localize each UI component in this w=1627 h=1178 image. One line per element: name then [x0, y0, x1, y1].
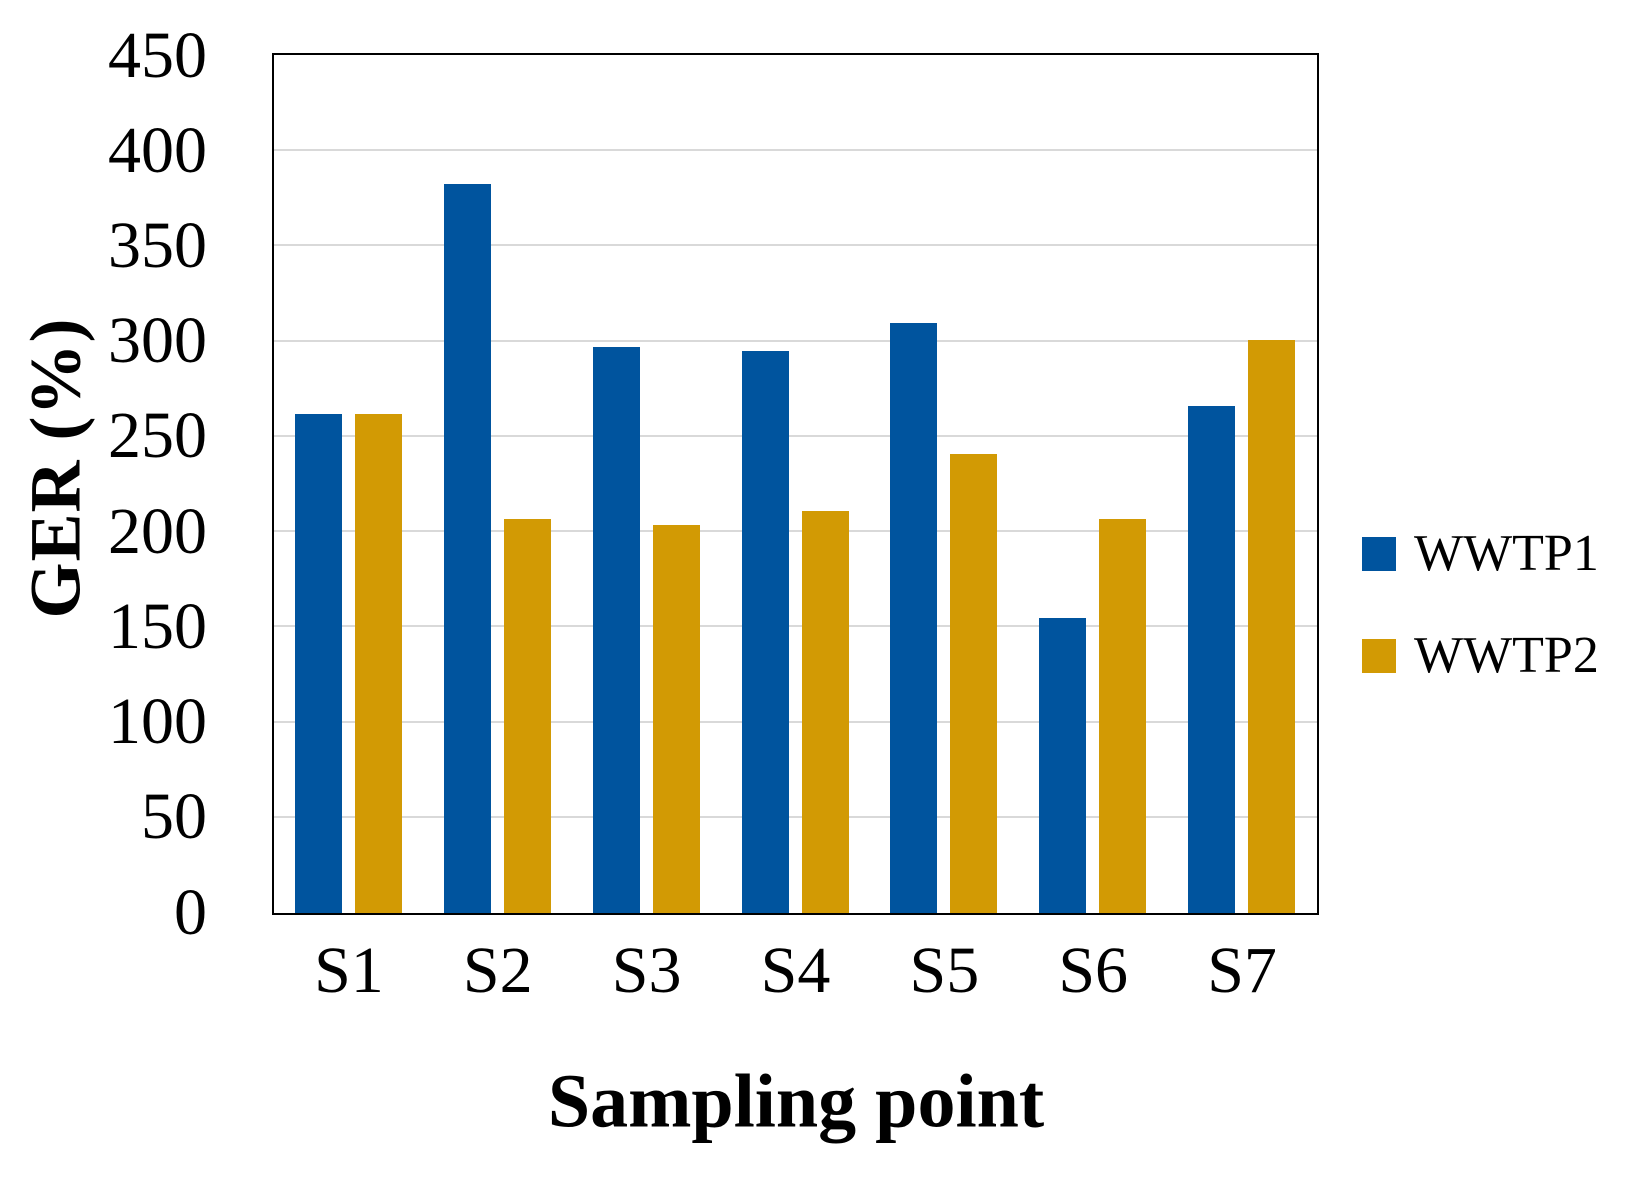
- legend-swatch-wwtp1: [1362, 537, 1396, 571]
- bar-wwtp2-s6: [1099, 518, 1147, 913]
- bar-wwtp1-s5: [890, 322, 938, 913]
- y-tick-label-300: 300: [108, 304, 207, 378]
- legend-swatch-wwtp2: [1362, 639, 1396, 673]
- legend-label-wwtp2: WWTP2: [1414, 627, 1599, 684]
- bar-wwtp2-s7: [1248, 339, 1296, 913]
- bar-wwtp1-s7: [1188, 406, 1236, 913]
- bar-wwtp2-s1: [354, 414, 402, 913]
- legend: WWTP1 WWTP2: [1362, 528, 1599, 732]
- x-tick-label-s2: S2: [462, 934, 533, 1007]
- gridline-y-100: [274, 720, 1317, 723]
- x-axis-title: Sampling point: [547, 1059, 1045, 1144]
- y-tick-label-200: 200: [108, 494, 207, 568]
- gridline-y-400: [274, 149, 1317, 152]
- x-tick-label-s6: S6: [1058, 934, 1129, 1007]
- bar-wwtp1-s6: [1039, 617, 1087, 913]
- bar-wwtp2-s5: [950, 454, 998, 913]
- bar-wwtp1-s1: [294, 414, 342, 913]
- gridline-y-150: [274, 625, 1317, 628]
- y-tick-label-350: 350: [108, 208, 207, 282]
- x-axis-category-labels: S1 S2 S3 S4 S5 S6 S7: [272, 938, 1319, 1018]
- gridline-y-200: [274, 530, 1317, 533]
- gridline-y-50: [274, 815, 1317, 818]
- y-tick-label-450: 450: [108, 18, 207, 92]
- y-tick-label-100: 100: [108, 685, 207, 759]
- bar-wwtp1-s3: [592, 347, 640, 913]
- y-tick-label-50: 50: [141, 780, 207, 854]
- y-tick-label-400: 400: [108, 113, 207, 187]
- legend-entry-wwtp2: WWTP2: [1362, 630, 1599, 682]
- y-tick-label-250: 250: [108, 399, 207, 473]
- gridline-y-250: [274, 434, 1317, 437]
- plot-area: [272, 53, 1319, 915]
- bar-wwtp2-s4: [801, 511, 849, 913]
- y-tick-label-150: 150: [108, 589, 207, 663]
- gridline-y-300: [274, 339, 1317, 342]
- y-axis-tick-labels: 0 50 100 150 200 250 300 350 400 450: [0, 22, 207, 945]
- bar-wwtp2-s2: [503, 518, 551, 913]
- y-tick-label-0: 0: [174, 875, 207, 949]
- x-tick-label-s1: S1: [314, 934, 384, 1007]
- bar-wwtp1-s2: [443, 183, 491, 913]
- bar-wwtp1-s4: [741, 351, 789, 913]
- x-tick-label-s3: S3: [611, 934, 682, 1007]
- legend-entry-wwtp1: WWTP1: [1362, 528, 1599, 580]
- x-tick-label-s7: S7: [1207, 934, 1277, 1007]
- gridline-y-350: [274, 244, 1317, 247]
- legend-label-wwtp1: WWTP1: [1414, 525, 1599, 582]
- x-tick-label-s5: S5: [909, 934, 980, 1007]
- x-tick-label-s4: S4: [760, 934, 831, 1007]
- bar-wwtp2-s3: [652, 524, 700, 913]
